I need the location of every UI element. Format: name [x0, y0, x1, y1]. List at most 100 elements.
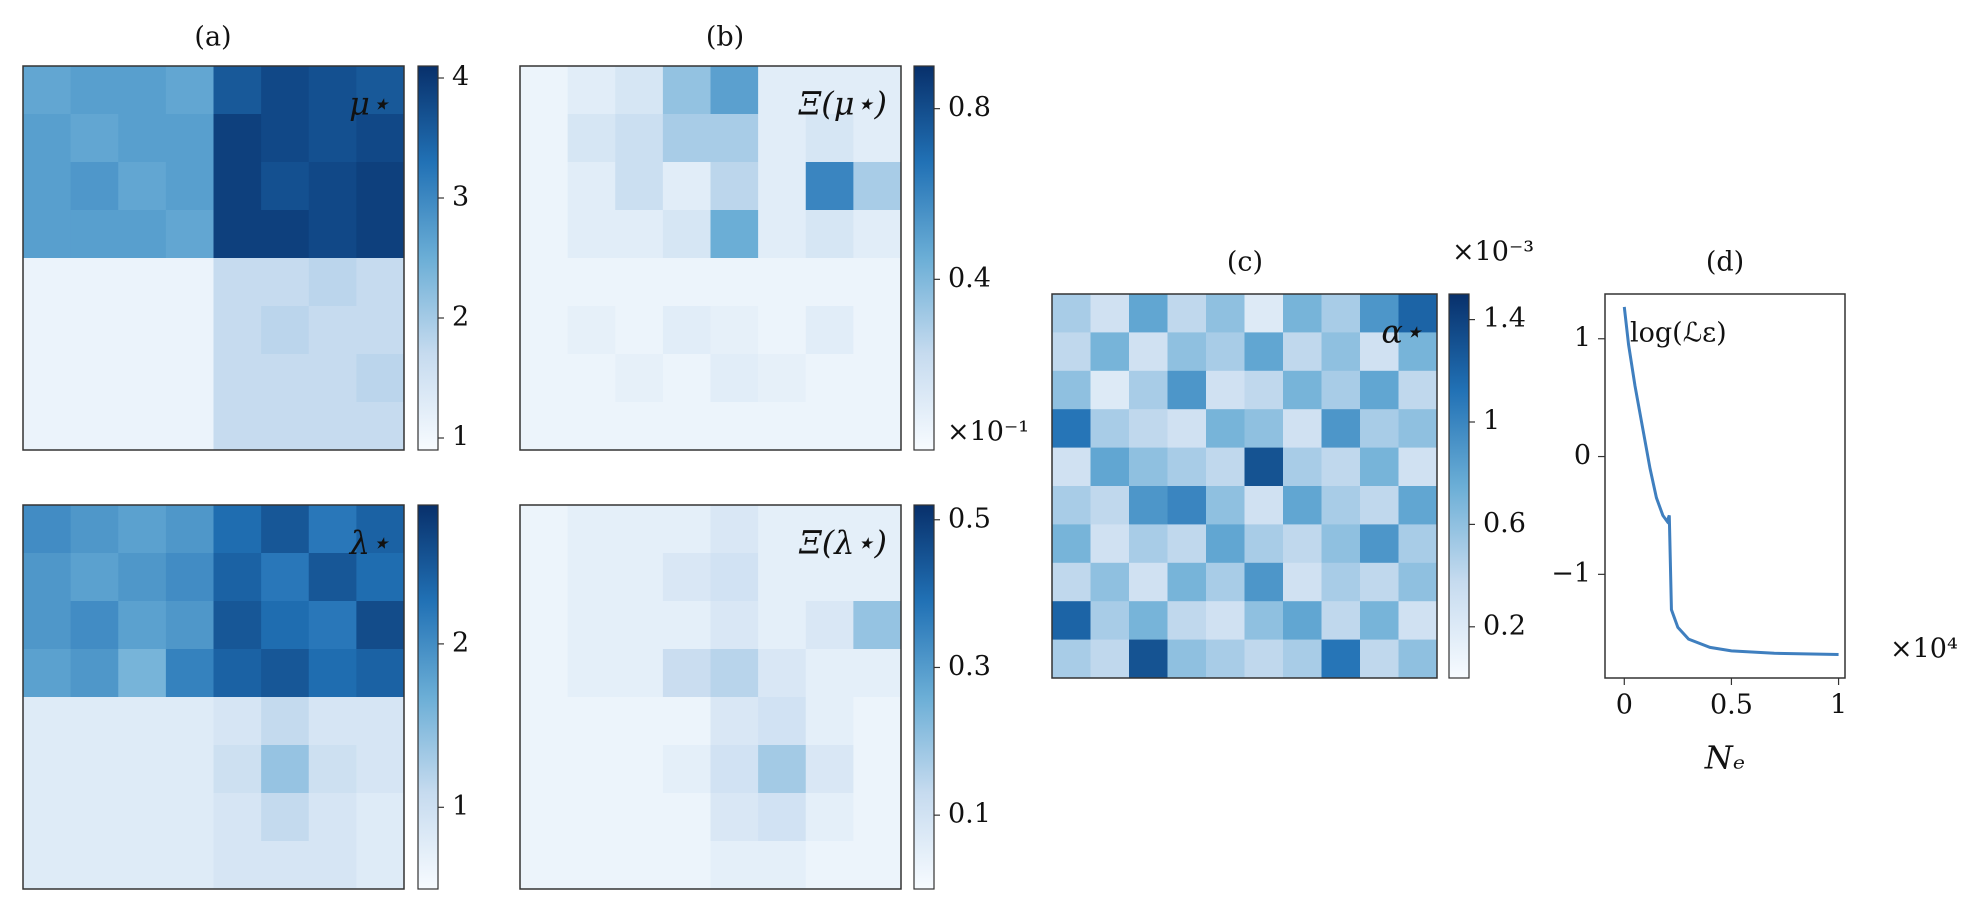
heatmap-cell	[1206, 601, 1245, 641]
heatmap-cell	[1321, 332, 1361, 372]
heatmap-cell	[662, 402, 711, 451]
heatmap-cell	[1283, 409, 1322, 449]
heatmap-cell	[356, 354, 405, 403]
heatmap-cell	[567, 841, 616, 890]
heatmap-cell	[853, 162, 902, 211]
heatmap-cell	[118, 649, 167, 698]
colorbar	[1448, 293, 1470, 679]
heatmap-cell	[615, 697, 664, 746]
heatmap-cell	[805, 402, 854, 451]
heatmap-cell	[758, 66, 807, 115]
heatmap-cell	[213, 162, 262, 211]
heatmap-cell	[1206, 332, 1245, 372]
heatmap-cell	[165, 697, 214, 746]
heatmap-cell	[308, 793, 357, 842]
heatmap-cell	[1167, 524, 1207, 564]
heatmap-cell	[1129, 332, 1168, 372]
heatmap-cell	[805, 210, 854, 259]
heatmap-cell	[805, 162, 854, 211]
heatmap-cell	[1052, 601, 1091, 641]
heatmap-cell	[758, 601, 807, 650]
heatmap-cell	[1206, 486, 1245, 525]
heatmap-cell	[615, 505, 664, 554]
heatmap-cell	[1321, 370, 1361, 410]
heatmap-cell	[1360, 601, 1399, 641]
heatmap-cell	[261, 745, 310, 794]
heatmap-cell	[23, 114, 72, 163]
heatmap-cell	[662, 210, 711, 259]
heatmap-cell	[213, 841, 262, 890]
colorbar-tick-label: 4	[452, 62, 469, 93]
heatmap-cell	[213, 553, 262, 602]
heatmap-cell	[853, 649, 902, 698]
heatmap-cell	[1244, 332, 1284, 372]
heatmap-cell	[758, 745, 807, 794]
heatmap-cell	[308, 505, 357, 554]
heatmap-cell	[165, 745, 214, 794]
heatmap-cell	[1283, 294, 1322, 333]
heatmap-cell	[1167, 639, 1207, 679]
heatmap-cell	[1360, 486, 1399, 525]
heatmap-cell	[118, 745, 167, 794]
heatmap-cell	[118, 210, 167, 259]
heatmap-cell	[615, 258, 664, 307]
heatmap-cell	[213, 793, 262, 842]
heatmap-cell	[1206, 562, 1245, 602]
heatmap-cell	[261, 162, 310, 211]
heatmap-cell	[165, 841, 214, 890]
heatmap-cell	[710, 505, 759, 554]
heatmap-cell	[520, 505, 569, 554]
heatmap-cell	[1052, 639, 1091, 679]
heatmap-cell	[308, 745, 357, 794]
heatmap-cell	[662, 66, 711, 115]
colorbar-offset: ×10⁻¹	[947, 417, 1029, 448]
heatmap-cell	[1129, 409, 1168, 449]
heatmap-cell	[853, 793, 902, 842]
heatmap-cell	[853, 841, 902, 890]
panel-title: (c)	[1227, 247, 1263, 278]
heatmap-cell	[1398, 294, 1438, 333]
heatmap-cell	[567, 649, 616, 698]
heatmap-cell	[853, 66, 902, 115]
heatmap-cell	[356, 306, 405, 355]
heatmap-cell	[1244, 370, 1284, 410]
heatmap-cell	[662, 793, 711, 842]
heatmap-cell	[23, 793, 72, 842]
heatmap-cell	[1052, 332, 1091, 372]
heatmap-cell	[805, 553, 854, 602]
heatmap-cell	[118, 505, 167, 554]
heatmap-cell	[1129, 294, 1168, 333]
heatmap-cell	[567, 697, 616, 746]
heatmap-cell	[1129, 370, 1168, 410]
heatmap-cell	[567, 601, 616, 650]
heatmap-cell	[1167, 409, 1207, 449]
heatmap-cell	[165, 793, 214, 842]
heatmap-cell	[615, 354, 664, 403]
heatmap-cell	[118, 601, 167, 650]
heatmap-cell	[118, 841, 167, 890]
heatmap-cell	[805, 841, 854, 890]
heatmap-cell	[758, 649, 807, 698]
heatmap-cell	[356, 601, 405, 650]
heatmap-cell	[1398, 447, 1438, 487]
heatmap-cell	[1283, 524, 1322, 564]
heatmap-cell	[118, 402, 167, 451]
heatmap-cell	[118, 354, 167, 403]
heatmap-cell	[308, 258, 357, 307]
heatmap-cell	[1321, 447, 1361, 487]
heatmap-cell	[567, 162, 616, 211]
annotation: log(ℒε)	[1630, 318, 1727, 349]
heatmap-cell	[70, 66, 119, 115]
heatmap-cell	[662, 745, 711, 794]
heatmap-cell	[1244, 562, 1284, 602]
heatmap-cell	[1398, 409, 1438, 449]
heatmap-cell	[118, 162, 167, 211]
heatmap-cell	[615, 793, 664, 842]
heatmap-cell	[165, 649, 214, 698]
heatmap-cell	[308, 601, 357, 650]
heatmap-cell	[261, 553, 310, 602]
heatmap-cell	[520, 601, 569, 650]
heatmap-cell	[758, 258, 807, 307]
plot-frame	[519, 65, 902, 451]
heatmap-cell	[1360, 332, 1399, 372]
